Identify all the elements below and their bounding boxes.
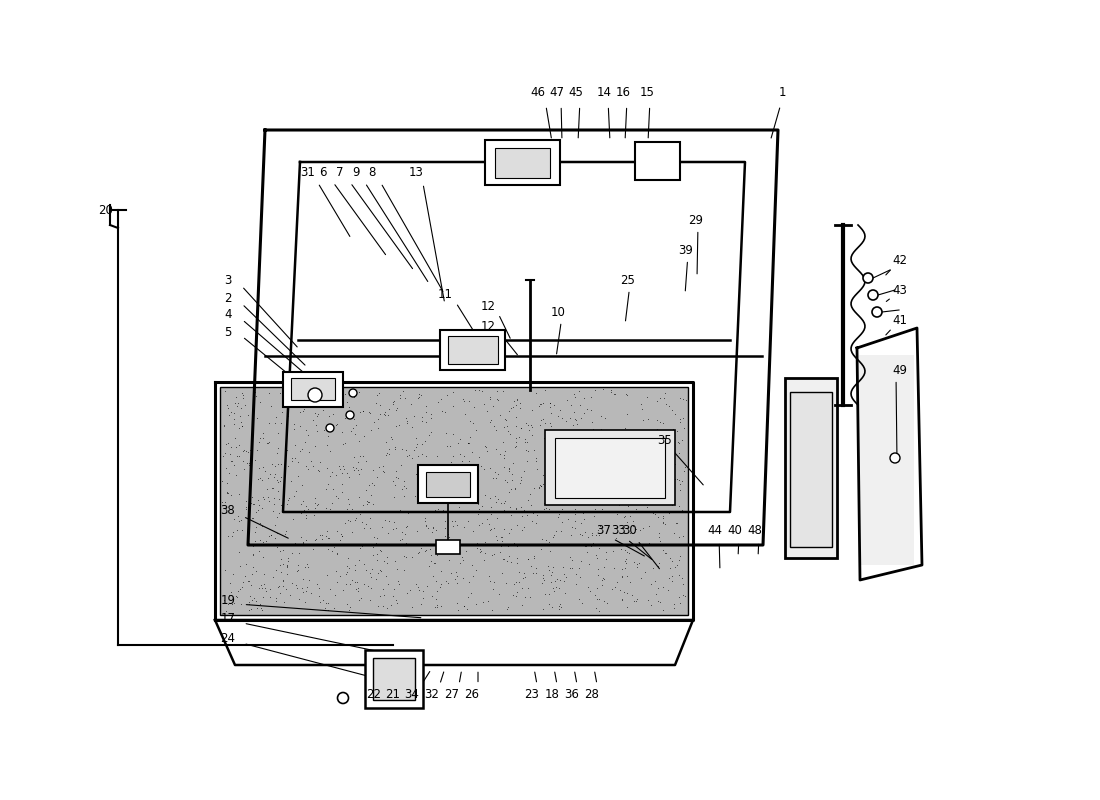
Text: 5: 5 bbox=[224, 326, 232, 338]
Text: 19: 19 bbox=[220, 594, 235, 606]
Circle shape bbox=[890, 453, 900, 463]
Text: 24: 24 bbox=[220, 631, 235, 645]
Text: 46: 46 bbox=[530, 86, 546, 99]
Circle shape bbox=[868, 290, 878, 300]
Circle shape bbox=[864, 273, 873, 283]
Bar bbox=[292, 378, 336, 400]
Text: 1: 1 bbox=[779, 86, 785, 99]
Text: 27: 27 bbox=[444, 687, 460, 701]
Bar bbox=[544, 430, 675, 505]
Text: 41: 41 bbox=[892, 314, 907, 326]
Bar bbox=[859, 355, 914, 565]
Text: 39: 39 bbox=[679, 243, 693, 257]
Bar bbox=[495, 148, 550, 178]
Bar bbox=[556, 438, 666, 498]
Text: 20: 20 bbox=[99, 203, 113, 217]
Text: 37: 37 bbox=[596, 523, 612, 537]
Text: 29: 29 bbox=[689, 214, 704, 226]
Circle shape bbox=[872, 307, 882, 317]
Bar bbox=[440, 330, 505, 370]
Text: 31: 31 bbox=[300, 166, 316, 178]
Bar bbox=[785, 378, 837, 558]
Bar bbox=[365, 650, 424, 708]
Text: 16: 16 bbox=[616, 86, 630, 99]
Text: 3: 3 bbox=[224, 274, 232, 286]
Text: 11: 11 bbox=[438, 287, 452, 301]
Text: 14: 14 bbox=[596, 86, 612, 99]
Text: 18: 18 bbox=[544, 687, 560, 701]
Text: 12: 12 bbox=[481, 319, 495, 333]
Text: 13: 13 bbox=[408, 166, 424, 178]
Text: 43: 43 bbox=[892, 283, 907, 297]
Bar bbox=[635, 142, 680, 180]
Text: 2: 2 bbox=[224, 291, 232, 305]
Bar bbox=[436, 540, 460, 554]
Text: 48: 48 bbox=[748, 523, 762, 537]
Text: 6: 6 bbox=[319, 166, 327, 178]
Text: 30: 30 bbox=[623, 523, 637, 537]
Text: 47: 47 bbox=[550, 86, 564, 99]
Text: 23: 23 bbox=[525, 687, 539, 701]
Circle shape bbox=[338, 693, 349, 703]
Text: 28: 28 bbox=[584, 687, 600, 701]
Text: 4: 4 bbox=[224, 309, 232, 322]
Text: 21: 21 bbox=[385, 687, 400, 701]
Text: 10: 10 bbox=[551, 306, 565, 318]
Polygon shape bbox=[220, 387, 688, 615]
Circle shape bbox=[346, 411, 354, 419]
Text: 36: 36 bbox=[564, 687, 580, 701]
Text: 12: 12 bbox=[481, 299, 495, 313]
Text: 49: 49 bbox=[892, 363, 907, 377]
Circle shape bbox=[349, 389, 358, 397]
Bar bbox=[373, 658, 415, 700]
Text: 22: 22 bbox=[366, 687, 382, 701]
Text: 32: 32 bbox=[425, 687, 439, 701]
Text: 34: 34 bbox=[405, 687, 419, 701]
Text: 8: 8 bbox=[368, 166, 376, 178]
Text: 40: 40 bbox=[727, 523, 742, 537]
Bar bbox=[418, 465, 478, 503]
Text: 25: 25 bbox=[620, 274, 636, 286]
Text: 44: 44 bbox=[707, 523, 723, 537]
Text: 33: 33 bbox=[612, 523, 626, 537]
Bar bbox=[448, 336, 498, 364]
Text: 15: 15 bbox=[639, 86, 654, 99]
Text: 7: 7 bbox=[337, 166, 343, 178]
Text: 42: 42 bbox=[892, 254, 907, 266]
Text: 35: 35 bbox=[658, 434, 672, 446]
Text: 26: 26 bbox=[464, 687, 480, 701]
Text: 38: 38 bbox=[221, 503, 235, 517]
Text: 9: 9 bbox=[352, 166, 360, 178]
Bar bbox=[790, 392, 832, 547]
Circle shape bbox=[308, 388, 322, 402]
Text: 45: 45 bbox=[569, 86, 583, 99]
Bar bbox=[485, 140, 560, 185]
Bar bbox=[426, 472, 470, 497]
Circle shape bbox=[326, 424, 334, 432]
Text: 17: 17 bbox=[220, 611, 235, 625]
Bar bbox=[283, 372, 343, 407]
